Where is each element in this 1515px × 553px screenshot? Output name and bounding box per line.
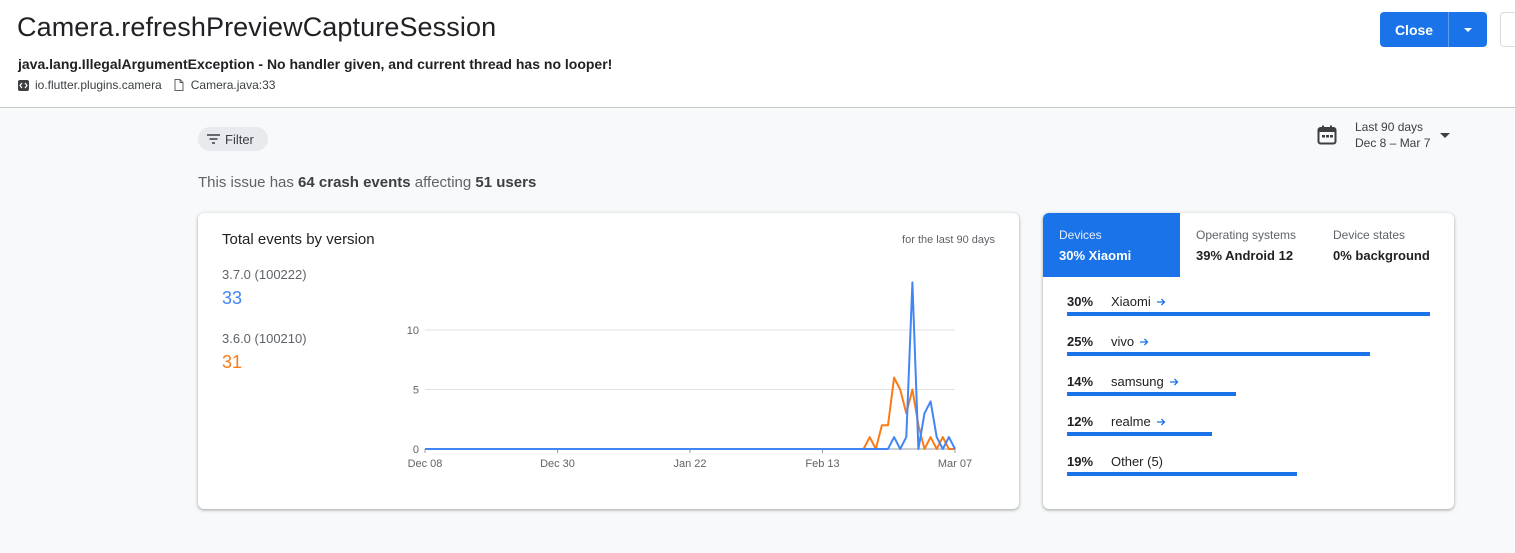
row-name-text: vivo xyxy=(1111,334,1135,349)
arrow-right-icon xyxy=(1156,298,1166,306)
arrow-right-icon xyxy=(1140,338,1149,346)
package-name: io.flutter.plugins.camera xyxy=(35,78,162,92)
file-link[interactable]: Camera.java:33 xyxy=(174,78,276,92)
close-button[interactable]: Close xyxy=(1380,12,1449,47)
caret-down-icon xyxy=(1464,27,1472,32)
row-name-text: Xiaomi xyxy=(1111,294,1151,309)
package-link[interactable]: io.flutter.plugins.camera xyxy=(18,78,162,92)
row-percent: 25% xyxy=(1067,334,1094,349)
summary-middle: affecting xyxy=(410,174,476,191)
row-bar xyxy=(1067,472,1297,476)
issue-summary: This issue has 64 crash events affecting… xyxy=(198,174,536,191)
row-name-text: Other (5) xyxy=(1111,454,1164,469)
y-tick-label: 5 xyxy=(413,385,419,397)
tab-value: 39% Android 12 xyxy=(1196,248,1294,263)
events-by-version-card: Total events by version for the last 90 … xyxy=(198,213,1019,509)
date-range-value: Dec 8 – Mar 7 xyxy=(1355,136,1431,150)
row-name[interactable]: realme xyxy=(1111,414,1166,429)
breakdown-card: Devices 30% Xiaomi Operating systems 39%… xyxy=(1043,213,1454,509)
events-line-chart: 0 5 10 Dec 08 Dec 30 Jan 22 Feb 13 Mar 07 xyxy=(407,281,972,470)
row-percent: 19% xyxy=(1067,454,1094,469)
row-bar xyxy=(1067,352,1370,356)
list-item[interactable]: 12% realme xyxy=(1067,411,1432,451)
issue-meta: io.flutter.plugins.camera Camera.java:33 xyxy=(18,78,287,92)
row-name[interactable]: Xiaomi xyxy=(1111,294,1166,309)
tab-value: 30% Xiaomi xyxy=(1059,248,1132,263)
chart-title: Total events by version xyxy=(222,231,375,248)
close-button-group: Close xyxy=(1380,12,1487,47)
exception-message: java.lang.IllegalArgumentException - No … xyxy=(18,56,613,72)
tab-label: Devices xyxy=(1059,228,1102,242)
breakdown-tabs: Devices 30% Xiaomi Operating systems 39%… xyxy=(1043,213,1454,277)
file-name: Camera.java:33 xyxy=(190,78,276,92)
arrow-right-icon xyxy=(1156,418,1166,426)
page-title: Camera.refreshPreviewCaptureSession xyxy=(17,12,497,42)
date-range-label: Last 90 days xyxy=(1355,120,1424,134)
row-name[interactable]: samsung xyxy=(1111,374,1179,389)
users-count: 51 users xyxy=(475,174,537,191)
row-name: Other (5) xyxy=(1111,454,1163,469)
x-tick-label: Dec 08 xyxy=(408,458,443,470)
summary-prefix: This issue has xyxy=(198,174,299,191)
x-tick-label: Jan 22 xyxy=(673,458,706,470)
x-tick-label: Mar 07 xyxy=(938,458,972,470)
list-item[interactable]: 30% Xiaomi xyxy=(1067,291,1432,331)
y-tick-label: 10 xyxy=(407,325,419,337)
caret-down-icon xyxy=(1440,126,1451,144)
code-icon xyxy=(18,79,29,91)
filter-button[interactable]: Filter xyxy=(198,127,268,151)
arrow-right-icon xyxy=(1169,378,1179,386)
list-item[interactable]: 14% samsung xyxy=(1067,371,1432,411)
more-button[interactable] xyxy=(1500,12,1515,47)
version-count: 31 xyxy=(222,352,243,372)
tab-device-states[interactable]: Device states 0% background xyxy=(1317,213,1454,277)
version-label: 3.6.0 (100210) xyxy=(222,331,307,346)
filter-label: Filter xyxy=(225,131,254,147)
file-icon xyxy=(174,79,185,91)
version-count: 33 xyxy=(222,288,243,308)
row-percent: 14% xyxy=(1067,374,1094,389)
close-options-button[interactable] xyxy=(1449,12,1487,47)
crash-events-count: 64 crash events xyxy=(298,174,411,191)
tab-value: 0% background xyxy=(1333,248,1430,263)
calendar-icon xyxy=(1317,125,1337,145)
row-bar xyxy=(1067,432,1212,436)
tab-label: Operating systems xyxy=(1196,228,1297,242)
date-range-picker[interactable]: Last 90 days Dec 8 – Mar 7 xyxy=(1317,119,1451,151)
filter-icon xyxy=(207,134,220,144)
tab-operating-systems[interactable]: Operating systems 39% Android 12 xyxy=(1180,213,1317,277)
list-item[interactable]: 25% vivo xyxy=(1067,331,1432,371)
row-bar xyxy=(1067,312,1430,316)
y-tick-label: 0 xyxy=(413,444,419,456)
device-breakdown-list: 30% Xiaomi 25% vivo 14% samsung 12% realme 19% Ot… xyxy=(1067,291,1432,491)
series-line xyxy=(425,281,956,450)
row-bar xyxy=(1067,392,1236,396)
tab-devices[interactable]: Devices 30% Xiaomi xyxy=(1043,213,1180,277)
row-name-text: realme xyxy=(1111,414,1151,429)
row-name[interactable]: vivo xyxy=(1111,334,1149,349)
row-percent: 30% xyxy=(1067,294,1094,309)
x-tick-label: Feb 13 xyxy=(805,458,839,470)
list-item: 19% Other (5) xyxy=(1067,451,1432,491)
tab-label: Device states xyxy=(1333,228,1406,242)
series-line xyxy=(425,376,955,450)
row-name-text: samsung xyxy=(1111,374,1164,389)
x-tick-label: Dec 30 xyxy=(540,458,575,470)
chart-range-note: for the last 90 days xyxy=(902,234,995,246)
row-percent: 12% xyxy=(1067,414,1094,429)
version-label: 3.7.0 (100222) xyxy=(222,267,307,282)
issue-header: Camera.refreshPreviewCaptureSession java… xyxy=(0,0,1515,108)
